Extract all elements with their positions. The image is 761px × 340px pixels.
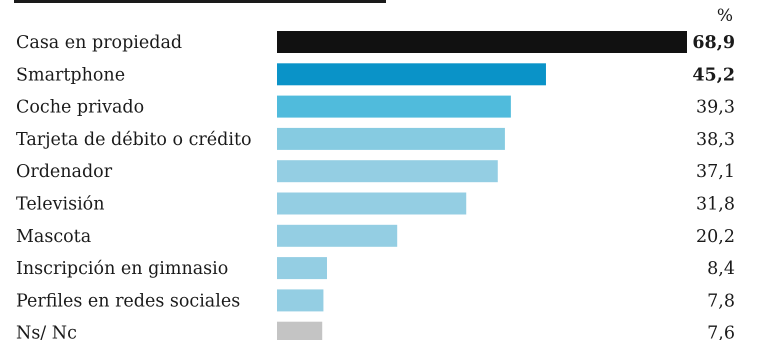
category-label: Tarjeta de débito o crédito (16, 130, 252, 150)
bar (277, 224, 398, 247)
cropped-title-fragment (14, 0, 386, 3)
category-label: Perfiles en redes sociales (16, 291, 240, 311)
bar (277, 127, 505, 150)
value-label: 20,2 (696, 227, 735, 247)
value-label: 39,3 (696, 98, 735, 118)
category-label: Casa en propiedad (16, 33, 182, 53)
category-label: Coche privado (16, 98, 144, 118)
bar (277, 31, 687, 53)
category-label: Inscripción en gimnasio (16, 259, 228, 279)
value-label: 45,2 (692, 65, 735, 85)
value-label: 31,8 (696, 195, 735, 215)
value-label: 37,1 (696, 162, 735, 182)
category-label: Smartphone (16, 65, 125, 85)
bar (277, 321, 323, 340)
bar (277, 192, 467, 215)
value-label: 7,8 (707, 291, 735, 311)
value-label: 68,9 (692, 33, 735, 53)
bar (277, 63, 546, 86)
bar (277, 160, 498, 183)
category-label: Ordenador (16, 162, 113, 182)
bar (277, 95, 511, 118)
value-label: 8,4 (707, 259, 735, 279)
category-label: Mascota (16, 227, 91, 247)
bar (277, 257, 327, 280)
unit-label: % (717, 6, 733, 26)
bar (277, 289, 324, 312)
value-label: 7,6 (707, 324, 735, 340)
category-label: Televisión (16, 195, 105, 215)
value-label: 38,3 (696, 130, 735, 150)
category-label: Ns/ Nc (16, 324, 77, 340)
